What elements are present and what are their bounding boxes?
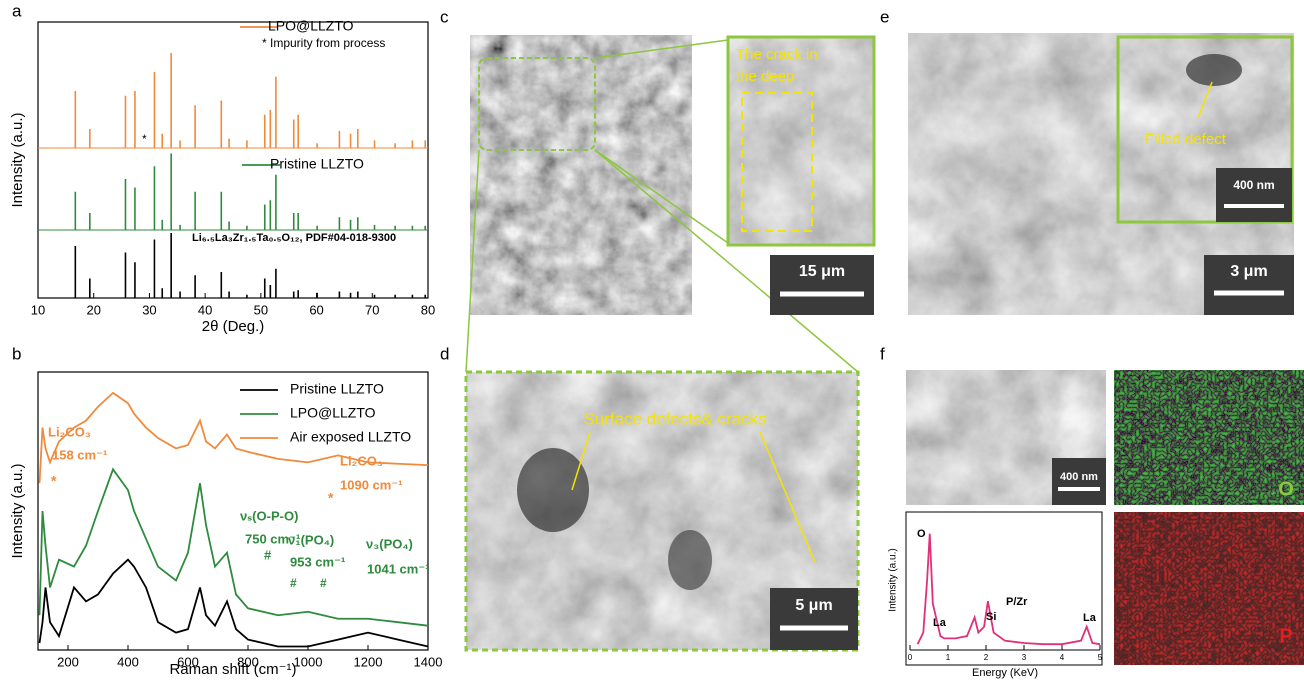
figure: a10203040506070802θ (Deg.)Intensity (a.u… bbox=[0, 0, 1304, 680]
image-text: Filled defect bbox=[1145, 131, 1227, 148]
annotation: * bbox=[328, 490, 334, 506]
x-tick-label: 0 bbox=[908, 653, 913, 662]
x-axis-label: 2θ (Deg.) bbox=[202, 318, 265, 335]
annotation: Si bbox=[986, 611, 996, 623]
x-tick-label: 30 bbox=[142, 302, 156, 317]
y-axis-label: Intensity (a.u.) bbox=[9, 463, 26, 558]
x-tick-label: 50 bbox=[254, 302, 268, 317]
x-axis-label: Energy (KeV) bbox=[972, 667, 1038, 679]
x-tick-label: 2 bbox=[984, 653, 989, 662]
annotation: La bbox=[933, 617, 947, 629]
annotation: * bbox=[51, 473, 57, 489]
x-tick-label: 3 bbox=[1022, 653, 1027, 662]
image-text: 400 nm bbox=[1060, 471, 1098, 483]
y-axis-label: Intensity (a.u.) bbox=[888, 548, 899, 611]
x-tick-label: 10 bbox=[31, 302, 45, 317]
image-text: O bbox=[1278, 478, 1294, 500]
legend-label: LPO@LLZTO bbox=[290, 405, 376, 421]
annotation: ν₃(PO₄) bbox=[366, 536, 413, 551]
annotation: Li₂CO₃ bbox=[48, 424, 91, 439]
annotation: O bbox=[917, 528, 926, 540]
x-axis-label: Raman shift (cm⁻¹) bbox=[169, 661, 296, 678]
x-tick-label: 60 bbox=[309, 302, 323, 317]
y-axis-label: Intensity (a.u.) bbox=[9, 112, 26, 207]
image-text: 400 nm bbox=[1233, 178, 1274, 192]
annotation: ν₁(PO₄) bbox=[288, 532, 334, 547]
image-text: 3 μm bbox=[1230, 263, 1267, 280]
image-text: P bbox=[1279, 625, 1292, 647]
annotation: P/Zr bbox=[1006, 596, 1028, 608]
annotation: # bbox=[320, 576, 327, 590]
annotation: νₛ(O-P-O) bbox=[240, 508, 298, 523]
x-tick-label: 1400 bbox=[414, 654, 443, 669]
x-tick-label: 400 bbox=[117, 654, 139, 669]
x-tick-label: 1200 bbox=[354, 654, 383, 669]
x-tick-label: 5 bbox=[1098, 653, 1103, 662]
panel-label: d bbox=[440, 344, 449, 363]
x-tick-label: 40 bbox=[198, 302, 212, 317]
annotation: La bbox=[1083, 612, 1097, 624]
image-text: The crack in bbox=[736, 46, 818, 63]
micrograph-f bbox=[906, 370, 1304, 665]
legend-label: Pristine LLZTO bbox=[270, 156, 364, 172]
x-tick-label: 80 bbox=[421, 302, 435, 317]
panel-label: c bbox=[440, 7, 449, 26]
x-tick-label: 1000 bbox=[294, 654, 323, 669]
annotation: 1041 cm⁻¹ bbox=[367, 561, 430, 576]
annotation: * Impurity from process bbox=[262, 36, 385, 50]
image-text: 15 μm bbox=[799, 263, 845, 280]
annotation: 1090 cm⁻¹ bbox=[340, 477, 403, 492]
plot-frame bbox=[38, 22, 428, 298]
panel-label: e bbox=[880, 7, 889, 26]
annotation: # bbox=[290, 576, 297, 590]
image-text: Surface defects& cracks bbox=[583, 409, 766, 428]
annotation: 158 cm⁻¹ bbox=[52, 447, 107, 462]
annotation: 953 cm⁻¹ bbox=[290, 554, 345, 569]
image-text: the deep bbox=[736, 68, 794, 85]
x-tick-label: 200 bbox=[57, 654, 79, 669]
legend-label: LPO@LLZTO bbox=[268, 18, 354, 34]
x-tick-label: 20 bbox=[86, 302, 100, 317]
panel-label: b bbox=[12, 344, 21, 363]
annotation: # bbox=[264, 547, 272, 562]
legend-label: Li₆.₅La₃Zr₁.₅Ta₀.₅O₁₂, PDF#04-018-9300 bbox=[192, 232, 396, 244]
panel-label: f bbox=[880, 344, 885, 363]
micrograph-c bbox=[466, 35, 874, 372]
annotation: * bbox=[142, 132, 147, 146]
panel-label: a bbox=[12, 1, 22, 20]
x-tick-label: 1 bbox=[946, 653, 951, 662]
annotation: Li₂CO₃ bbox=[340, 453, 383, 468]
image-text: 5 μm bbox=[795, 597, 832, 614]
legend-label: Pristine LLZTO bbox=[290, 381, 384, 397]
legend-label: Air exposed LLZTO bbox=[290, 429, 411, 445]
x-tick-label: 70 bbox=[365, 302, 379, 317]
x-tick-label: 4 bbox=[1060, 653, 1065, 662]
